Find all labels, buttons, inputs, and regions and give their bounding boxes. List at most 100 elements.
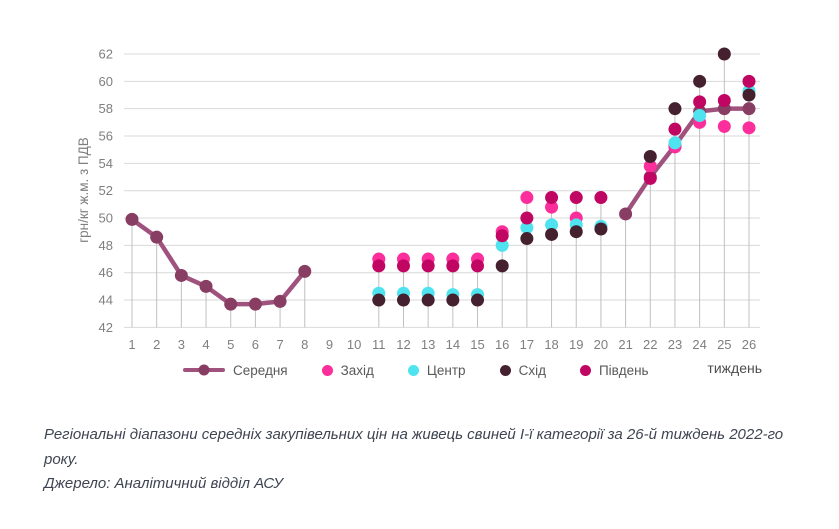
average-point — [298, 264, 312, 278]
y-tick-label: 56 — [99, 129, 113, 144]
average-point — [224, 297, 238, 311]
data-point — [742, 74, 756, 88]
x-tick-label: 11 — [372, 337, 386, 352]
data-point — [594, 191, 608, 205]
legend-item-Захід: Захід — [321, 362, 374, 378]
x-tick-label: 2 — [153, 337, 160, 352]
data-point — [693, 109, 707, 123]
data-point — [643, 159, 657, 173]
x-tick-labels: 1 2 3 4 5 6 7 8 9 10 11 12 13 14 15 16 17 18 19 20 21 22 23 24 2… — [128, 337, 756, 352]
drop-lines — [131, 54, 750, 328]
y-axis-title: грн/кг ж.м. з ПДВ — [76, 137, 91, 243]
legend-line-dot-icon — [198, 364, 210, 376]
data-point — [372, 259, 386, 273]
x-axis-title: тиждень — [707, 360, 762, 376]
y-tick-labels: 42 44 46 48 50 52 54 56 58 60 62 — [99, 47, 113, 335]
data-point — [520, 191, 534, 205]
gridlines — [124, 53, 760, 328]
legend-dot-icon — [579, 364, 591, 376]
legend-dot-icon — [499, 364, 511, 376]
x-tick-label: 12 — [396, 337, 410, 352]
x-tick-label: 9 — [326, 337, 333, 352]
series-Схід — [372, 47, 756, 307]
legend-label: Захід — [340, 362, 374, 378]
y-tick-label: 42 — [99, 320, 113, 335]
x-tick-label: 13 — [421, 337, 435, 352]
data-point — [594, 222, 608, 236]
data-point — [668, 102, 682, 116]
data-point — [495, 229, 509, 243]
legend-label: Середня — [233, 362, 288, 378]
legend-item-Південь: Південь — [579, 362, 649, 378]
x-tick-label: 20 — [594, 337, 608, 352]
y-tick-label: 50 — [99, 211, 113, 226]
data-point — [495, 238, 509, 252]
x-tick-label: 25 — [717, 337, 731, 352]
x-tick-label: 15 — [470, 337, 484, 352]
x-tick-label: 8 — [301, 337, 308, 352]
average-point — [742, 102, 756, 116]
x-tick-label: 23 — [668, 337, 682, 352]
x-tick-label: 1 — [128, 337, 135, 352]
series-Південь — [372, 74, 756, 273]
y-tick-label: 60 — [99, 74, 113, 89]
y-tick-label: 44 — [99, 293, 113, 308]
average-point — [150, 230, 164, 244]
data-point — [471, 293, 485, 307]
x-tick-label: 14 — [446, 337, 460, 352]
x-tick-label: 6 — [252, 337, 259, 352]
data-point — [717, 47, 731, 61]
y-tick-label: 58 — [99, 101, 113, 116]
data-point — [446, 259, 460, 273]
data-point — [569, 225, 583, 239]
x-tick-label: 17 — [520, 337, 534, 352]
data-point — [520, 221, 534, 235]
data-point — [520, 211, 534, 225]
legend-item-Середня: Середня — [183, 363, 288, 378]
x-tick-label: 10 — [347, 337, 361, 352]
data-point — [569, 191, 583, 205]
data-point — [421, 293, 435, 307]
data-point — [643, 171, 657, 185]
data-point — [717, 93, 731, 107]
x-tick-label: 18 — [544, 337, 558, 352]
data-point — [495, 259, 509, 273]
average-point — [248, 297, 262, 311]
data-point — [471, 259, 485, 273]
data-point — [643, 150, 657, 164]
x-tick-label: 16 — [495, 337, 509, 352]
x-tick-label: 19 — [569, 337, 583, 352]
x-tick-label: 3 — [178, 337, 185, 352]
data-point — [668, 136, 682, 150]
data-point — [717, 119, 731, 133]
data-point — [396, 259, 410, 273]
series-Середня — [125, 102, 756, 311]
average-point — [125, 212, 139, 226]
x-tick-label: 4 — [202, 337, 209, 352]
y-tick-label: 52 — [99, 183, 113, 198]
legend-dot-icon — [321, 364, 333, 376]
data-point — [372, 293, 386, 307]
data-point — [693, 95, 707, 109]
legend-item-Центр: Центр — [407, 362, 466, 378]
data-point — [545, 191, 559, 205]
x-tick-label: 21 — [618, 337, 632, 352]
average-point — [174, 268, 188, 282]
average-point — [273, 294, 287, 308]
legend-item-Схід: Схід — [499, 363, 546, 378]
average-point — [619, 207, 633, 221]
data-point — [520, 232, 534, 246]
data-point — [545, 218, 559, 232]
y-tick-label: 46 — [99, 265, 113, 280]
average-point — [199, 279, 213, 293]
x-tick-label: 26 — [742, 337, 756, 352]
data-point — [545, 200, 559, 214]
data-point — [742, 88, 756, 102]
legend-label: Південь — [598, 362, 649, 378]
data-point — [545, 227, 559, 241]
data-point — [396, 293, 410, 307]
data-point — [668, 122, 682, 136]
legend-dot-icon — [407, 364, 419, 376]
legend-label: Центр — [426, 362, 466, 378]
